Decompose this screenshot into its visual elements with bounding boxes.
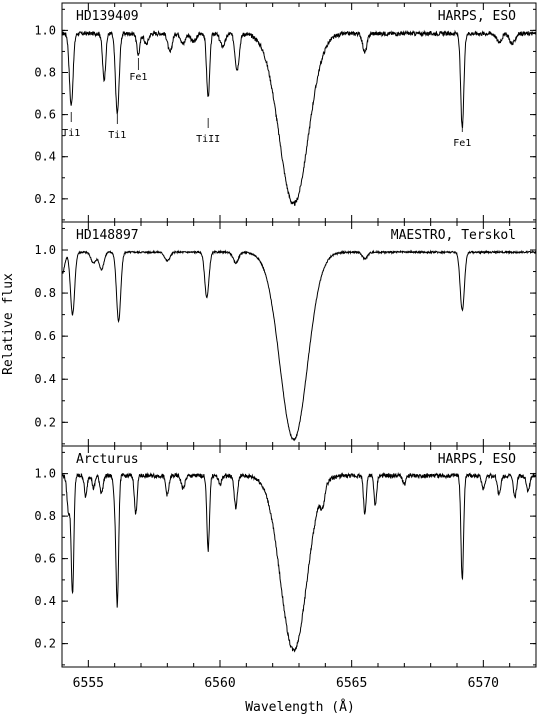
star-name: Arcturus xyxy=(76,452,139,467)
source-label: MAESTRO, Terskol xyxy=(391,228,516,243)
line-id-label: Fe1 xyxy=(129,72,147,83)
source-label: HARPS, ESO xyxy=(438,9,516,24)
line-id-label: Ti1 xyxy=(108,130,126,141)
y-tick-label: 1.0 xyxy=(34,23,56,37)
y-tick-label: 0.2 xyxy=(34,415,56,429)
y-tick-label: 0.6 xyxy=(34,329,56,343)
line-id-label: Ti1 xyxy=(62,128,80,139)
source-label: HARPS, ESO xyxy=(438,452,516,467)
y-tick-label: 0.8 xyxy=(34,286,56,300)
y-tick-label: 1.0 xyxy=(34,467,56,481)
x-tick-label: 6565 xyxy=(336,676,367,691)
x-tick-label: 6555 xyxy=(73,676,104,691)
y-tick-label: 1.0 xyxy=(34,243,56,257)
y-tick-label: 0.8 xyxy=(34,65,56,79)
panel-frame xyxy=(61,221,537,447)
y-tick-label: 0.4 xyxy=(34,150,56,164)
panel-2: 0.2 0.4 0.6 0.8 1.0 Arcturus HARPS, ESO 6555 656… xyxy=(34,445,537,691)
x-axis-label: Wavelength (Å) xyxy=(245,699,355,715)
spectrum-line xyxy=(61,471,537,653)
y-tick-label: 0.8 xyxy=(34,509,56,523)
y-axis-label: Relative flux xyxy=(1,273,16,375)
line-id-label: Fe1 xyxy=(453,138,471,149)
x-tick-label: 6560 xyxy=(204,676,235,691)
panels: 0.2 0.4 0.6 0.8 1.0 HD139409 HARPS, ESO Ti1 Ti1 F… xyxy=(34,2,537,691)
panel-1: 0.2 0.4 0.6 0.8 1.0 HD148897 MAESTRO, Terskol xyxy=(34,221,537,447)
x-tick-label: 6570 xyxy=(468,676,499,691)
y-tick-label: 0.4 xyxy=(34,372,56,386)
panel-0: 0.2 0.4 0.6 0.8 1.0 HD139409 HARPS, ESO Ti1 Ti1 F… xyxy=(34,2,537,223)
line-id-label: TiII xyxy=(196,134,220,145)
y-tick-label: 0.4 xyxy=(34,594,56,608)
y-tick-label: 0.6 xyxy=(34,108,56,122)
star-name: HD148897 xyxy=(76,228,139,243)
spectrum-line xyxy=(61,249,537,442)
y-tick-label: 0.2 xyxy=(34,192,56,206)
star-name: HD139409 xyxy=(76,9,139,24)
panel-frame xyxy=(61,2,537,223)
y-tick-label: 0.6 xyxy=(34,552,56,566)
y-tick-label: 0.2 xyxy=(34,637,56,651)
spectrum-line xyxy=(61,29,537,206)
